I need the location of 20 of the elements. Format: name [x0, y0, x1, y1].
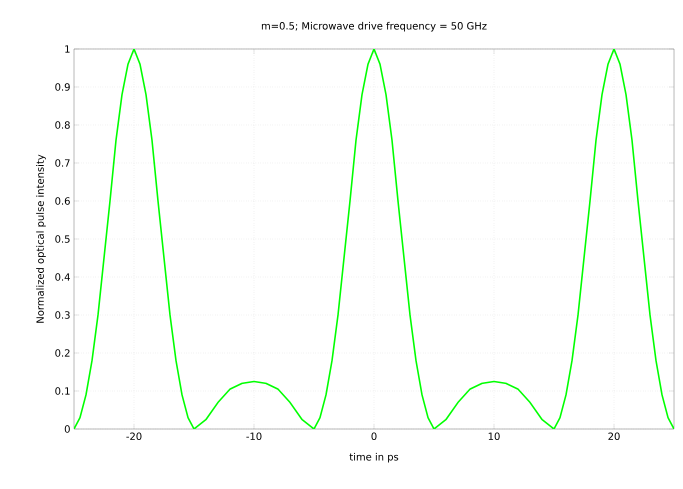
- y-tick-label: 0: [64, 425, 70, 433]
- y-tick-label: 0.2: [55, 349, 70, 357]
- x-tick-label: -10: [246, 432, 262, 440]
- y-tick-label: 0.9: [55, 83, 70, 91]
- y-tick-label: 1: [65, 45, 70, 53]
- x-tick-label: 10: [488, 432, 500, 440]
- x-tick-label: -20: [126, 432, 142, 440]
- line-series: [74, 48, 674, 429]
- y-tick-label: 0.7: [55, 159, 70, 167]
- x-axis-title: time in ps: [350, 452, 398, 463]
- x-tick-label: 0: [371, 432, 377, 440]
- chart-title: m=0.5; Microwave drive frequency = 50 GHz: [262, 22, 487, 32]
- x-tick-label: 20: [608, 432, 620, 440]
- y-tick-label: 0.1: [55, 387, 70, 395]
- y-tick-label: 0.5: [55, 235, 70, 243]
- y-tick-label: 0.6: [55, 197, 70, 205]
- y-axis-title: Normalized optical pulse intensity: [36, 154, 46, 323]
- y-tick-label: 0.8: [55, 121, 70, 129]
- y-tick-label: 0.4: [55, 273, 70, 281]
- y-tick-label: 0.3: [55, 311, 70, 319]
